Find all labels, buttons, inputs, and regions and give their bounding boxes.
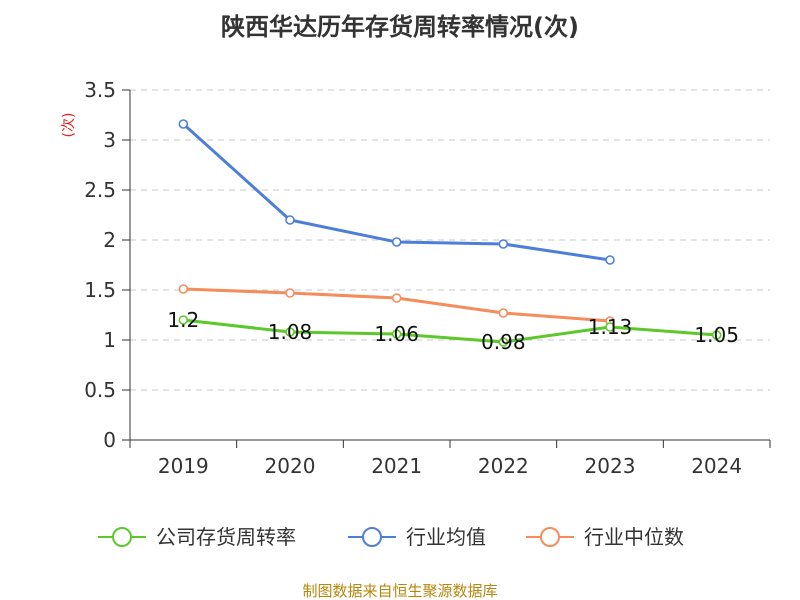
- x-tick-label: 2020: [265, 454, 316, 478]
- data-label: 1.05: [694, 323, 739, 347]
- data-label: 0.98: [481, 330, 526, 354]
- legend-swatch-marker: [540, 527, 560, 547]
- y-tick-label: 3.5: [84, 78, 116, 102]
- data-point: [285, 288, 295, 298]
- data-point: [391, 293, 402, 303]
- data-point: [178, 315, 189, 325]
- data-point: [711, 330, 722, 340]
- data-label: 1.2: [167, 308, 199, 332]
- x-tick-label: 2024: [691, 454, 742, 478]
- legend-label: 行业均值: [406, 525, 486, 549]
- data-label: 1.06: [374, 322, 419, 346]
- y-tick-labels: 0 0.5 1 1.5 2 2.5 3 3.5: [84, 78, 116, 452]
- data-point: [178, 284, 189, 294]
- y-tick-label: 2: [103, 228, 116, 252]
- chart-title: 陕西华达历年存货周转率情况(次): [221, 13, 579, 41]
- x-tick-label: 2021: [371, 454, 422, 478]
- x-tick-label: 2023: [585, 454, 636, 478]
- data-point: [605, 322, 615, 332]
- y-tick-label: 2.5: [84, 178, 116, 202]
- data-point: [285, 215, 295, 225]
- legend-item[interactable]: 公司存货周转率: [98, 525, 296, 549]
- series-line: [183, 318, 717, 344]
- legend-swatch-marker: [362, 527, 382, 547]
- y-tick-label: 3: [103, 128, 116, 152]
- data-label: 1.13: [588, 315, 633, 339]
- legend-swatch-marker: [112, 527, 132, 547]
- data-point: [391, 237, 402, 247]
- y-tick-label: 0: [103, 428, 116, 452]
- data-point: [498, 239, 509, 249]
- data-point: [498, 308, 509, 318]
- x-tick-label: 2022: [478, 454, 529, 478]
- y-tick-label: 1: [103, 328, 116, 352]
- x-tick-labels: 2019 2020 2021 2022 2023 2024: [158, 454, 742, 478]
- legend-label: 行业中位数: [584, 525, 684, 549]
- legend-label: 公司存货周转率: [156, 525, 296, 549]
- data-point: [391, 329, 402, 339]
- gridlines: [130, 89, 770, 391]
- data-label: 1.08: [268, 320, 313, 344]
- data-point: [498, 337, 509, 347]
- legend-item[interactable]: 行业均值: [348, 525, 486, 549]
- x-tick-label: 2019: [158, 454, 209, 478]
- y-axis-label: (次): [61, 113, 77, 138]
- legend: 公司存货周转率 行业均值 行业中位数: [98, 525, 684, 549]
- source-note: 制图数据来自恒生聚源数据库: [302, 582, 497, 600]
- data-point: [605, 255, 615, 265]
- data-point: [178, 119, 189, 129]
- data-point: [285, 327, 295, 337]
- y-tick-label: 0.5: [84, 378, 116, 402]
- legend-item[interactable]: 行业中位数: [526, 525, 684, 549]
- axes: [122, 89, 771, 448]
- y-tick-label: 1.5: [84, 278, 116, 302]
- data-labels: 1.2 1.08 1.06 0.98 1.13 1.05: [167, 308, 739, 354]
- series-group: [178, 119, 722, 347]
